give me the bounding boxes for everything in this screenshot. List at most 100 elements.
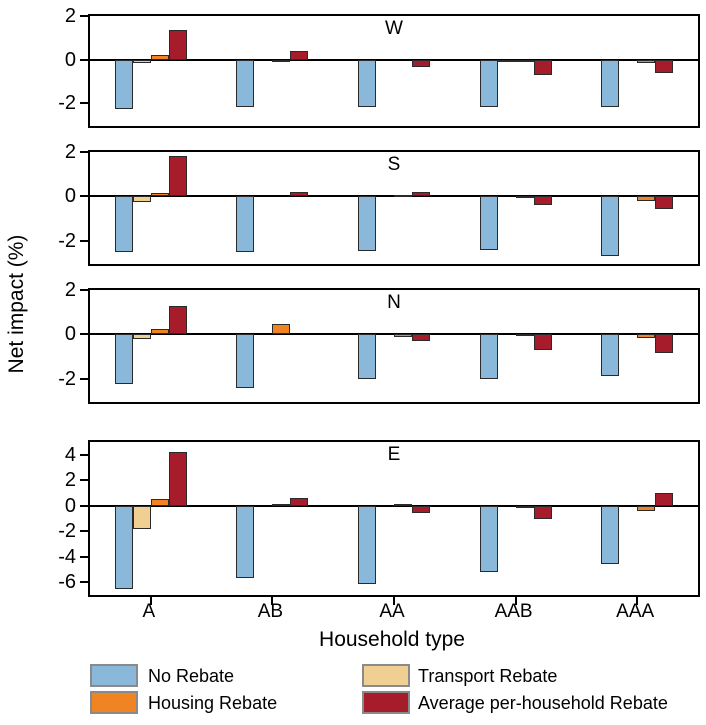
x-tick-label-a: A	[142, 601, 156, 622]
y-tick-label: 0	[64, 323, 76, 346]
y-tick-label: -2	[58, 520, 76, 543]
x-tick-label-aab: AAB	[494, 601, 533, 622]
bar-housing-rebate	[637, 505, 656, 511]
x-tick-label-ab: AB	[257, 601, 284, 622]
y-tick-label: -2	[58, 92, 76, 115]
bar-no-rebate	[358, 196, 376, 251]
bar-average-per-household-rebate	[412, 59, 430, 68]
legend-label-transport-rebate: Transport Rebate	[418, 666, 558, 686]
bar-transport-rebate	[132, 334, 151, 339]
bar-no-rebate	[236, 196, 255, 252]
x-tick-mark	[514, 597, 517, 605]
bar-no-rebate	[479, 334, 498, 379]
x-tick-label-aa: AA	[379, 601, 405, 622]
bar-no-rebate	[114, 59, 133, 109]
bar-average-per-household-rebate	[290, 50, 309, 60]
bar-housing-rebate	[637, 196, 656, 201]
bar-housing-rebate	[637, 59, 656, 63]
bar-no-rebate	[114, 196, 133, 252]
y-tick-label: -6	[58, 571, 76, 594]
bar-no-rebate	[236, 334, 255, 388]
x-tick-label-aaa: AAA	[616, 601, 655, 622]
bar-housing-rebate	[150, 55, 169, 60]
panel-title-e: E	[387, 444, 401, 465]
y-tick-label: -2	[58, 367, 76, 390]
y-tick-mark	[80, 555, 88, 558]
bar-average-per-household-rebate	[655, 59, 674, 73]
bar-no-rebate	[358, 505, 376, 584]
bar-average-per-household-rebate	[290, 498, 309, 506]
bar-average-per-household-rebate	[533, 505, 552, 519]
legend-swatch-no-rebate	[90, 664, 138, 687]
y-tick-mark	[80, 151, 88, 153]
y-tick-mark	[80, 102, 88, 105]
bar-average-per-household-rebate	[533, 59, 552, 75]
y-tick-mark	[80, 581, 88, 584]
panel-e: E 4 2 0 -2 -4 -6	[58, 440, 700, 605]
bar-housing-rebate	[272, 324, 291, 335]
bar-no-rebate	[601, 196, 620, 257]
y-tick-label: 0	[64, 185, 76, 208]
bar-average-per-household-rebate	[168, 305, 187, 335]
panel-s: S 2 0 -2	[58, 141, 700, 266]
bar-housing-rebate	[272, 59, 291, 62]
bar-housing-rebate	[637, 334, 656, 338]
bar-no-rebate	[358, 334, 376, 379]
x-tick-mark	[393, 597, 395, 605]
bar-average-per-household-rebate	[655, 196, 674, 209]
bar-housing-rebate	[515, 59, 534, 62]
bar-no-rebate	[114, 505, 133, 589]
y-tick-mark	[80, 479, 88, 482]
y-tick-mark	[80, 453, 88, 456]
bar-average-per-household-rebate	[533, 334, 552, 350]
y-tick-label: 2	[64, 469, 76, 492]
bar-housing-rebate	[272, 504, 291, 507]
y-tick-mark	[80, 377, 88, 380]
bar-transport-rebate	[132, 196, 151, 202]
bar-no-rebate	[479, 196, 498, 250]
bar-housing-rebate	[515, 334, 534, 337]
bar-housing-rebate	[150, 328, 169, 335]
bar-no-rebate	[358, 59, 376, 108]
y-tick-label: 2	[64, 279, 76, 301]
y-tick-mark	[80, 289, 88, 291]
panel-title-s: S	[387, 154, 401, 175]
bar-no-rebate	[601, 59, 620, 108]
x-axis-label: Household type	[319, 628, 465, 651]
y-tick-mark	[80, 530, 88, 533]
bar-transport-rebate	[132, 59, 151, 63]
bar-housing-rebate	[394, 194, 412, 197]
bar-no-rebate	[236, 505, 255, 579]
bar-housing-rebate	[515, 505, 534, 509]
y-tick-mark	[80, 58, 88, 61]
zero-axis-line	[90, 58, 698, 61]
bar-transport-rebate	[497, 59, 516, 62]
panel-title-w: W	[385, 18, 403, 39]
y-tick-label: 4	[64, 443, 76, 466]
y-tick-mark	[80, 15, 88, 17]
bar-no-rebate	[114, 334, 133, 385]
bar-average-per-household-rebate	[290, 191, 309, 197]
legend-label-housing-rebate: Housing Rebate	[148, 693, 278, 713]
bar-housing-rebate	[515, 196, 534, 199]
legend-swatch-average-rebate	[362, 691, 410, 714]
panel-w: W 2 0 -2	[58, 5, 700, 128]
y-tick-mark	[80, 333, 88, 336]
bar-average-per-household-rebate	[412, 334, 430, 341]
bar-average-per-household-rebate	[412, 191, 430, 197]
y-tick-mark	[80, 239, 88, 242]
x-axis-tick-labels: A AB AA AAB AAA	[88, 601, 696, 625]
y-tick-label: 0	[64, 494, 76, 517]
legend-label-no-rebate: No Rebate	[148, 666, 235, 686]
y-tick-label: -4	[58, 545, 76, 568]
bar-no-rebate	[601, 505, 620, 565]
bar-average-per-household-rebate	[168, 452, 187, 506]
bar-average-per-household-rebate	[412, 505, 430, 514]
bar-housing-rebate	[150, 499, 169, 506]
bar-housing-rebate	[150, 193, 169, 197]
panel-n: N 2 0 -2	[58, 279, 700, 404]
y-tick-label: 2	[64, 141, 76, 163]
bar-no-rebate	[236, 59, 255, 108]
legend-swatch-housing-rebate	[90, 691, 138, 714]
